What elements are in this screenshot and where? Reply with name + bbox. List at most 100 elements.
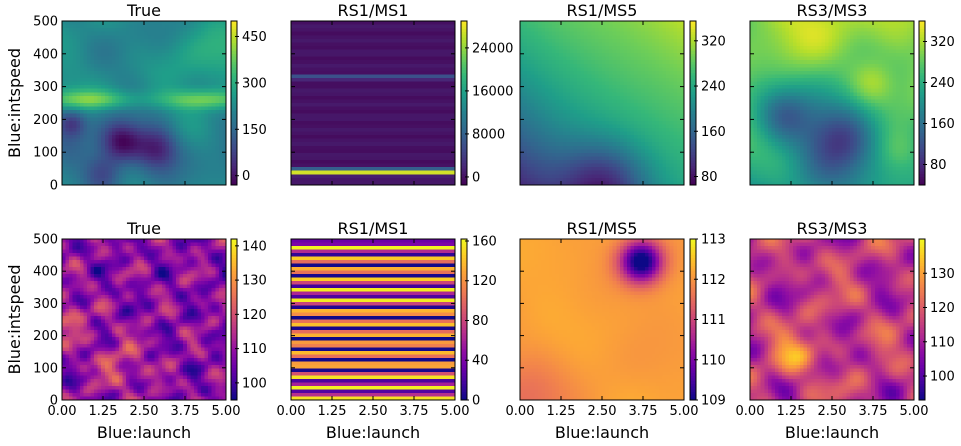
colorbar-segment (461, 179, 467, 183)
heatmap-cell (129, 181, 134, 186)
heatmap-cell (154, 113, 159, 118)
heatmap-cell (62, 81, 67, 86)
heatmap-cell (387, 56, 392, 61)
heatmap-cell (598, 53, 603, 58)
heatmap-cell (179, 131, 184, 136)
heatmap-cell (208, 110, 213, 115)
heatmap-cell (369, 117, 374, 122)
heatmap-cell (333, 49, 338, 54)
heatmap-cell (204, 92, 209, 97)
heatmap-cell (552, 63, 557, 68)
heatmap-cell (641, 49, 646, 54)
heatmap-cell (158, 85, 163, 90)
heatmap-cell (365, 127, 371, 133)
heatmap-cell (104, 156, 109, 161)
y-tick-label: 100 (33, 146, 58, 161)
heatmap-cell (119, 74, 124, 79)
heatmap-cell (168, 160, 174, 165)
heatmap-cell (380, 167, 385, 172)
heatmap-cell (218, 124, 224, 129)
heatmap-cell (90, 92, 95, 97)
heatmap-cell (144, 28, 149, 33)
heatmap-cell (362, 103, 367, 108)
heatmap-cell (315, 167, 321, 172)
heatmap-cell (626, 56, 632, 61)
heatmap-cell (147, 88, 152, 93)
heatmap-cell (312, 31, 317, 36)
heatmap-cell (129, 142, 134, 147)
heatmap-cell (422, 160, 428, 165)
heatmap-cell (104, 142, 109, 147)
heatmap-cell (323, 60, 328, 65)
heatmap-cell (351, 45, 356, 51)
heatmap-cell (440, 70, 445, 76)
heatmap-cell (362, 124, 367, 129)
heatmap-cell (369, 81, 374, 86)
heatmap-cell (211, 49, 216, 54)
heatmap-cell (201, 38, 206, 43)
heatmap-cell (634, 53, 639, 58)
heatmap-cell (337, 78, 342, 83)
heatmap-cell (433, 31, 438, 36)
heatmap-cell (140, 85, 145, 90)
heatmap-cell (308, 117, 313, 122)
heatmap-cell (669, 28, 674, 33)
heatmap-cell (362, 110, 367, 115)
heatmap-cell (294, 53, 299, 58)
heatmap-cell (619, 49, 624, 54)
heatmap-cell (344, 70, 349, 76)
heatmap-cell (69, 135, 74, 140)
heatmap-cell (308, 152, 313, 158)
heatmap-cell (154, 95, 159, 101)
heatmap-cell (426, 145, 431, 150)
heatmap-cell (144, 170, 149, 175)
heatmap-cell (333, 127, 338, 133)
heatmap-cell (415, 138, 420, 143)
heatmap-cell (319, 70, 324, 76)
heatmap-cell (76, 131, 81, 136)
heatmap-cell (440, 38, 445, 43)
heatmap-cell (168, 113, 174, 118)
heatmap-cell (136, 45, 142, 51)
heatmap-cell (430, 138, 435, 143)
heatmap-cell (355, 163, 360, 168)
heatmap-cell (69, 56, 74, 61)
heatmap-cell (72, 56, 77, 61)
heatmap-cell (523, 21, 528, 26)
heatmap-cell (408, 38, 413, 43)
heatmap-cell (144, 117, 149, 122)
heatmap-cell (218, 35, 224, 40)
heatmap-cell (444, 110, 449, 115)
colorbar-segment (461, 70, 467, 74)
heatmap-cell (433, 28, 438, 33)
heatmap-cell (337, 28, 342, 33)
heatmap-cell (430, 85, 435, 90)
heatmap-cell (437, 92, 442, 97)
heatmap-cell (151, 81, 156, 86)
heatmap-cell (408, 142, 413, 147)
heatmap-cell (440, 135, 445, 140)
heatmap-cell (527, 45, 532, 51)
heatmap-cell (183, 103, 188, 108)
heatmap-cell (422, 177, 428, 183)
heatmap-cell (62, 152, 67, 158)
colorbar-segment (461, 92, 467, 96)
heatmap-cell (440, 160, 445, 165)
heatmap-cell (129, 92, 134, 97)
heatmap-cell (312, 174, 317, 179)
heatmap-cell (433, 67, 438, 72)
heatmap-cell (412, 167, 417, 172)
heatmap-cell (108, 45, 113, 51)
heatmap-cell (591, 28, 596, 33)
heatmap-cell (348, 170, 353, 175)
heatmap-cell (172, 145, 177, 150)
heatmap-cell (190, 167, 195, 172)
heatmap-cell (291, 35, 296, 40)
heatmap-cell (158, 78, 163, 83)
heatmap-cell (165, 74, 170, 79)
heatmap-cell (444, 74, 449, 79)
heatmap-cell (136, 160, 142, 165)
heatmap-cell (415, 106, 420, 111)
heatmap-cell (140, 92, 145, 97)
